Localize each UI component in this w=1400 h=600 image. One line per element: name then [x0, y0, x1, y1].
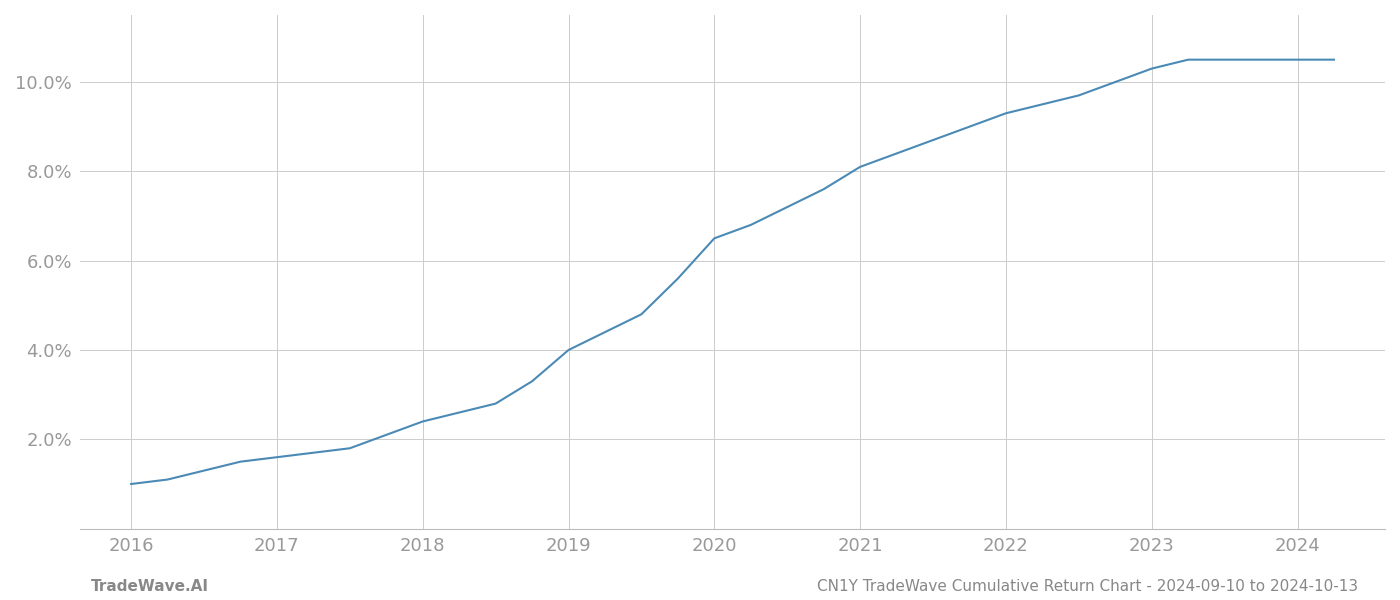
Text: CN1Y TradeWave Cumulative Return Chart - 2024-09-10 to 2024-10-13: CN1Y TradeWave Cumulative Return Chart -… [816, 579, 1358, 594]
Text: TradeWave.AI: TradeWave.AI [91, 579, 209, 594]
